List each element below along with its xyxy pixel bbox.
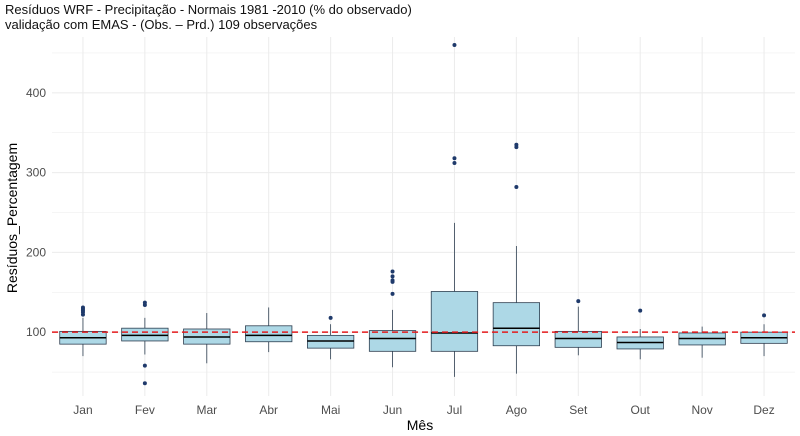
outlier-point (80, 305, 85, 310)
x-tick-label-mar: Mar (196, 403, 217, 417)
y-axis-title: Resíduos_Percentagem (4, 143, 20, 293)
box-set (554, 299, 602, 356)
iqr-box (554, 330, 602, 348)
boxes-layer (59, 42, 788, 386)
box-out (616, 308, 664, 360)
box-mai (307, 315, 355, 360)
outlier-point (390, 269, 395, 274)
iqr-box (368, 330, 417, 352)
outlier-point (514, 145, 519, 150)
iqr-box (121, 327, 169, 342)
outlier-point (390, 274, 395, 279)
x-tick-label-dez: Dez (753, 403, 774, 417)
box-jun (368, 269, 417, 368)
y-tick-label: 100 (26, 325, 46, 339)
outlier-point (142, 300, 147, 305)
x-tick-label-jun: Jun (383, 403, 402, 417)
x-tick-label-out: Out (631, 403, 651, 417)
x-axis: Jan Fev Mar Abr Mai Jun Jul Ago Set Out Nov Dez (73, 403, 774, 417)
chart-title-line-1: Resíduos WRF - Precipitação - Normais 19… (5, 2, 412, 17)
x-axis-title: Mês (407, 417, 433, 433)
outlier-point (390, 279, 395, 284)
outlier-point (762, 313, 767, 318)
grid-lines (52, 37, 795, 396)
box-abr (245, 307, 293, 353)
x-tick-label-mai: Mai (321, 403, 340, 417)
iqr-box (492, 302, 540, 347)
outlier-point (142, 363, 147, 368)
iqr-box (245, 325, 293, 343)
box-jan (59, 305, 107, 357)
box-mar (183, 313, 231, 364)
box-jul (430, 42, 479, 377)
outlier-point (142, 381, 147, 386)
outlier-point (452, 156, 457, 161)
chart-title-line-2: validação com EMAS - (Obs. – Prd.) 109 o… (5, 17, 318, 32)
x-tick-label-nov: Nov (691, 403, 712, 417)
outlier-point (328, 315, 333, 320)
outlier-point (452, 42, 457, 47)
box-ago (492, 142, 540, 374)
x-tick-label-jul: Jul (447, 403, 462, 417)
outlier-point (638, 308, 643, 313)
x-tick-label-fev: Fev (135, 403, 155, 417)
box-nov (678, 326, 726, 358)
y-tick-label: 200 (26, 245, 46, 259)
y-tick-label: 400 (26, 86, 46, 100)
y-axis: 100 200 300 400 (26, 86, 46, 339)
outlier-point (576, 299, 581, 304)
iqr-box (430, 291, 479, 352)
iqr-box (307, 334, 355, 349)
box-fev (121, 300, 169, 386)
outlier-point (514, 184, 519, 189)
x-tick-label-set: Set (569, 403, 588, 417)
x-tick-label-ago: Ago (506, 403, 528, 417)
outlier-point (390, 291, 395, 296)
y-tick-label: 300 (26, 166, 46, 180)
x-tick-label-abr: Abr (259, 403, 278, 417)
outlier-point (452, 161, 457, 166)
x-tick-label-jan: Jan (73, 403, 92, 417)
